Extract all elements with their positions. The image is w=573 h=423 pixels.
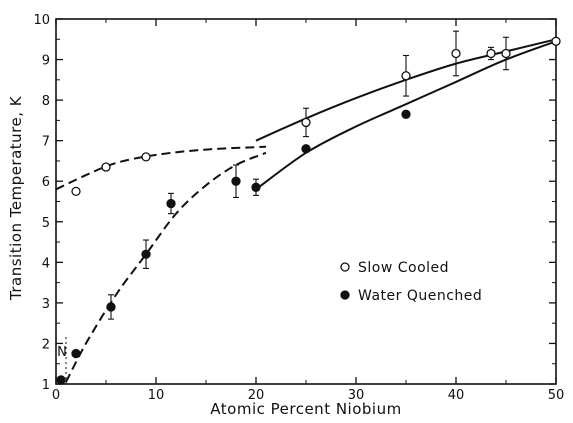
slow-cooled-point xyxy=(501,48,511,59)
y-tick-label: 9 xyxy=(42,54,50,69)
legend-label-water-quenched: Water Quenched xyxy=(358,288,482,304)
slow-cooled-point xyxy=(301,117,311,128)
legend-marker-slow-cooled xyxy=(340,262,350,272)
water-quenched-point xyxy=(141,249,151,259)
legend-marker-water-quenched xyxy=(340,290,350,300)
water-quenched-point xyxy=(251,182,261,192)
y-tick-label: 10 xyxy=(33,13,50,28)
legend: Slow Cooled Water Quenched xyxy=(340,260,482,304)
slow-cooled-point xyxy=(451,48,461,59)
water-quenched-point xyxy=(106,302,116,312)
y-tick-label: 4 xyxy=(42,256,50,271)
y-tick-label: 7 xyxy=(42,135,50,150)
point-layer xyxy=(56,36,561,385)
x-tick-label: 20 xyxy=(248,388,265,403)
tick-layer: 0 10 20 30 40 50 1 2 3 4 5 6 7 8 9 10 xyxy=(33,13,564,403)
dashed-curve xyxy=(55,145,267,191)
x-axis-label: Atomic Percent Niobium xyxy=(210,400,401,418)
y-axis-label: Transition Temperature, K xyxy=(7,95,25,301)
slow-cooled-point xyxy=(551,36,561,46)
y-tick-label: 8 xyxy=(42,94,50,109)
y-tick-label: 6 xyxy=(42,175,50,190)
x-tick-label: 0 xyxy=(52,388,60,403)
water-quenched-point xyxy=(401,109,411,119)
y-tick-label: 3 xyxy=(42,297,50,312)
x-tick-label: 40 xyxy=(448,388,465,403)
plot-frame xyxy=(55,18,557,385)
water-quenched-point xyxy=(231,176,241,186)
water-quenched-point xyxy=(56,375,66,385)
annotation-n: N xyxy=(57,345,67,360)
x-tick-label: 30 xyxy=(348,388,365,403)
dashed-curve xyxy=(65,151,267,383)
slow-cooled-point xyxy=(71,186,81,197)
water-quenched-point xyxy=(166,198,176,209)
y-tick-label: 5 xyxy=(42,216,50,231)
axes xyxy=(55,18,557,385)
slow-cooled-point xyxy=(401,71,411,81)
slow-cooled-point xyxy=(101,162,111,172)
y-tick-label: 2 xyxy=(42,337,50,352)
water-quenched-point xyxy=(301,144,311,154)
y-tick-label: 1 xyxy=(42,378,50,393)
water-quenched-point xyxy=(71,348,81,359)
slow-cooled-point xyxy=(486,48,496,59)
slow-cooled-point xyxy=(141,152,151,162)
curve-layer xyxy=(55,38,557,384)
legend-label-slow-cooled: Slow Cooled xyxy=(358,260,449,276)
x-tick-label: 10 xyxy=(148,388,165,403)
x-tick-label: 50 xyxy=(548,388,565,403)
